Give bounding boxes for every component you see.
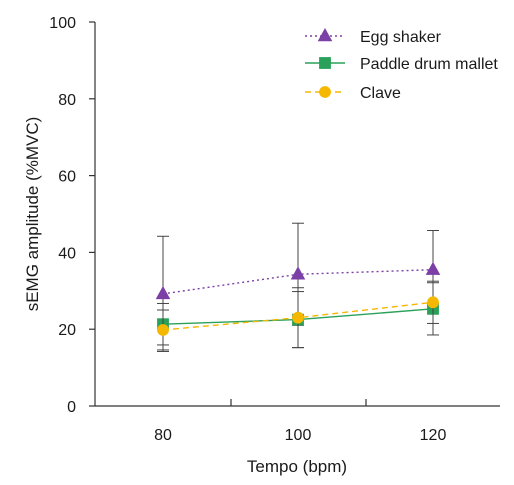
- legend-marker: [317, 28, 333, 42]
- data-point: [427, 296, 439, 309]
- y-axis-title: sEMG amplitude (%MVC): [23, 117, 42, 312]
- axes: [94, 22, 500, 407]
- legend: Egg shaker Paddle drum mallet Clave: [305, 28, 498, 102]
- y-tick-label: 20: [58, 322, 76, 339]
- y-tick-label: 0: [67, 399, 76, 416]
- x-tick-label: 80: [154, 427, 172, 444]
- y-tick-label: 40: [58, 245, 76, 262]
- legend-item: Paddle drum mallet: [305, 56, 498, 73]
- y-tick-label: 80: [58, 92, 76, 109]
- x-tick-label: 120: [420, 427, 447, 444]
- y-ticks: 0 20 40 60 80 100: [49, 15, 95, 416]
- series: [155, 222, 441, 352]
- legend-item: Clave: [305, 85, 401, 102]
- legend-marker: [319, 57, 331, 69]
- legend-label: Paddle drum mallet: [360, 56, 498, 73]
- legend-item: Egg shaker: [305, 28, 442, 46]
- x-axis-title: Tempo (bpm): [247, 457, 347, 476]
- y-tick-label: 60: [58, 169, 76, 186]
- data-point: [292, 311, 304, 324]
- series-2: [157, 280, 439, 351]
- x-tick-label: 100: [285, 427, 312, 444]
- legend-marker: [319, 86, 331, 98]
- data-point: [155, 285, 171, 300]
- data-point: [290, 266, 306, 280]
- legend-label: Clave: [360, 85, 401, 102]
- data-point: [157, 324, 169, 336]
- x-ticks: 80 100 120: [154, 399, 446, 444]
- data-point: [425, 261, 441, 275]
- y-tick-label: 100: [49, 15, 76, 32]
- legend-label: Egg shaker: [360, 29, 442, 46]
